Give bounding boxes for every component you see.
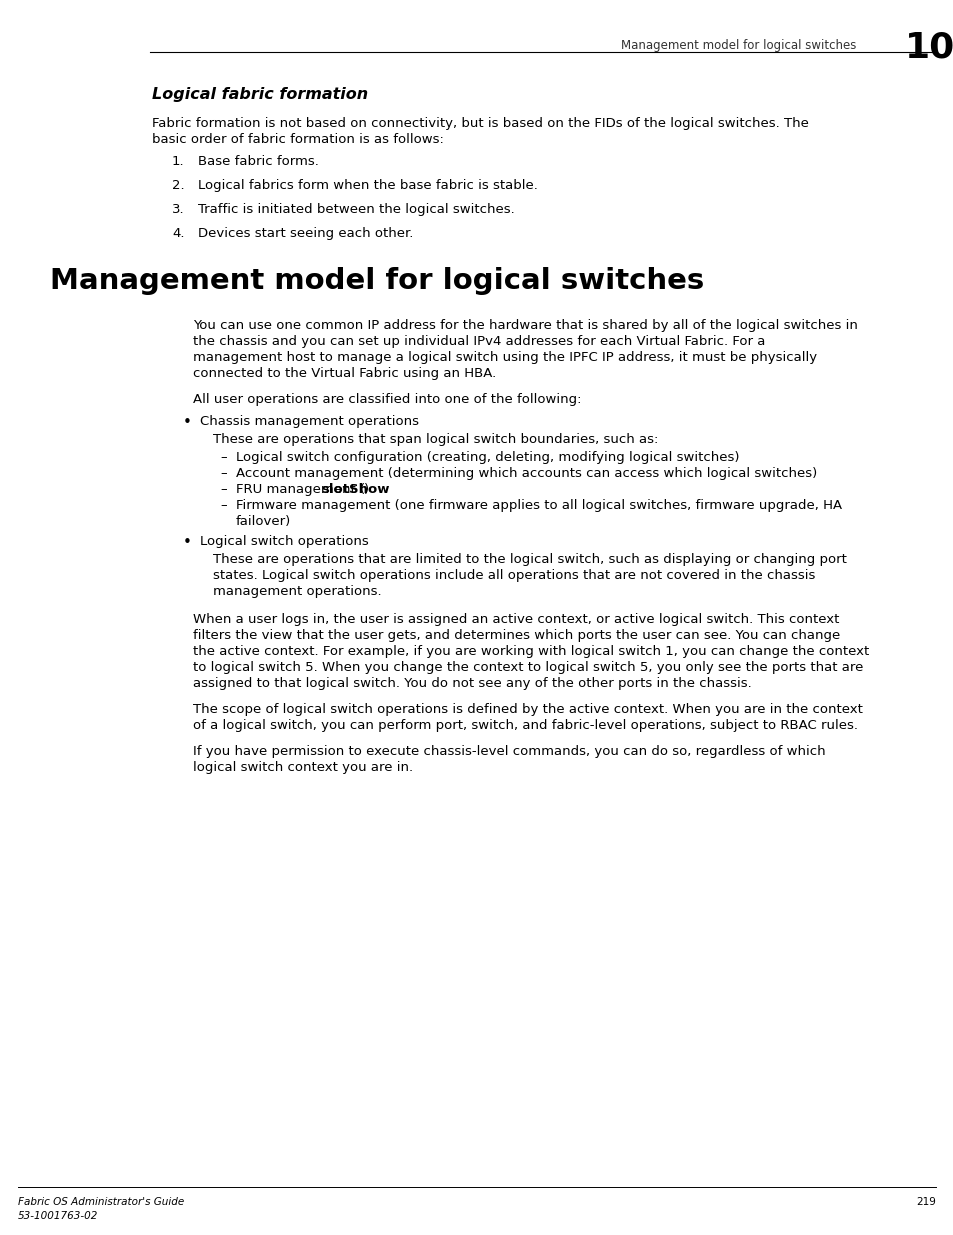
Text: 53-1001763-02: 53-1001763-02 bbox=[18, 1212, 98, 1221]
Text: –: – bbox=[220, 499, 227, 513]
Text: Logical fabrics form when the base fabric is stable.: Logical fabrics form when the base fabri… bbox=[198, 179, 537, 191]
Text: 4.: 4. bbox=[172, 227, 184, 240]
Text: of a logical switch, you can perform port, switch, and fabric-level operations, : of a logical switch, you can perform por… bbox=[193, 719, 857, 732]
Text: states. Logical switch operations include all operations that are not covered in: states. Logical switch operations includ… bbox=[213, 569, 815, 582]
Text: You can use one common IP address for the hardware that is shared by all of the : You can use one common IP address for th… bbox=[193, 319, 857, 332]
Text: Fabric OS Administrator's Guide: Fabric OS Administrator's Guide bbox=[18, 1197, 184, 1207]
Text: If you have permission to execute chassis-level commands, you can do so, regardl: If you have permission to execute chassi… bbox=[193, 745, 824, 758]
Text: failover): failover) bbox=[235, 515, 291, 529]
Text: filters the view that the user gets, and determines which ports the user can see: filters the view that the user gets, and… bbox=[193, 629, 840, 642]
Text: management host to manage a logical switch using the IPFC IP address, it must be: management host to manage a logical swit… bbox=[193, 351, 817, 364]
Text: Devices start seeing each other.: Devices start seeing each other. bbox=[198, 227, 413, 240]
Text: ): ) bbox=[364, 483, 369, 496]
Text: –: – bbox=[220, 451, 227, 464]
Text: the active context. For example, if you are working with logical switch 1, you c: the active context. For example, if you … bbox=[193, 645, 868, 658]
Text: 10: 10 bbox=[904, 30, 953, 64]
Text: Chassis management operations: Chassis management operations bbox=[200, 415, 418, 429]
Text: Firmware management (one firmware applies to all logical switches, firmware upgr: Firmware management (one firmware applie… bbox=[235, 499, 841, 513]
Text: All user operations are classified into one of the following:: All user operations are classified into … bbox=[193, 393, 581, 406]
Text: Fabric formation is not based on connectivity, but is based on the FIDs of the l: Fabric formation is not based on connect… bbox=[152, 117, 808, 130]
Text: Logical switch configuration (creating, deleting, modifying logical switches): Logical switch configuration (creating, … bbox=[235, 451, 739, 464]
Text: These are operations that span logical switch boundaries, such as:: These are operations that span logical s… bbox=[213, 433, 658, 446]
Text: Logical fabric formation: Logical fabric formation bbox=[152, 86, 368, 103]
Text: to logical switch 5. When you change the context to logical switch 5, you only s: to logical switch 5. When you change the… bbox=[193, 661, 862, 674]
Text: Management model for logical switches: Management model for logical switches bbox=[620, 40, 856, 52]
Text: –: – bbox=[220, 483, 227, 496]
Text: management operations.: management operations. bbox=[213, 585, 381, 598]
Text: 219: 219 bbox=[915, 1197, 935, 1207]
Text: •: • bbox=[183, 535, 192, 550]
Text: basic order of fabric formation is as follows:: basic order of fabric formation is as fo… bbox=[152, 133, 443, 146]
Text: •: • bbox=[183, 415, 192, 430]
Text: 1.: 1. bbox=[172, 156, 185, 168]
Text: logical switch context you are in.: logical switch context you are in. bbox=[193, 761, 413, 774]
Text: Management model for logical switches: Management model for logical switches bbox=[50, 267, 703, 295]
Text: Traffic is initiated between the logical switches.: Traffic is initiated between the logical… bbox=[198, 203, 515, 216]
Text: When a user logs in, the user is assigned an active context, or active logical s: When a user logs in, the user is assigne… bbox=[193, 613, 839, 626]
Text: Base fabric forms.: Base fabric forms. bbox=[198, 156, 318, 168]
Text: 3.: 3. bbox=[172, 203, 185, 216]
Text: These are operations that are limited to the logical switch, such as displaying : These are operations that are limited to… bbox=[213, 553, 846, 566]
Text: assigned to that logical switch. You do not see any of the other ports in the ch: assigned to that logical switch. You do … bbox=[193, 677, 751, 690]
Text: –: – bbox=[220, 467, 227, 480]
Text: the chassis and you can set up individual IPv4 addresses for each Virtual Fabric: the chassis and you can set up individua… bbox=[193, 335, 764, 348]
Text: Account management (determining which accounts can access which logical switches: Account management (determining which ac… bbox=[235, 467, 817, 480]
Text: 2.: 2. bbox=[172, 179, 185, 191]
Text: connected to the Virtual Fabric using an HBA.: connected to the Virtual Fabric using an… bbox=[193, 367, 496, 380]
Text: Logical switch operations: Logical switch operations bbox=[200, 535, 369, 548]
Text: The scope of logical switch operations is defined by the active context. When yo: The scope of logical switch operations i… bbox=[193, 703, 862, 716]
Text: FRU management (: FRU management ( bbox=[235, 483, 365, 496]
Text: slotShow: slotShow bbox=[321, 483, 390, 496]
